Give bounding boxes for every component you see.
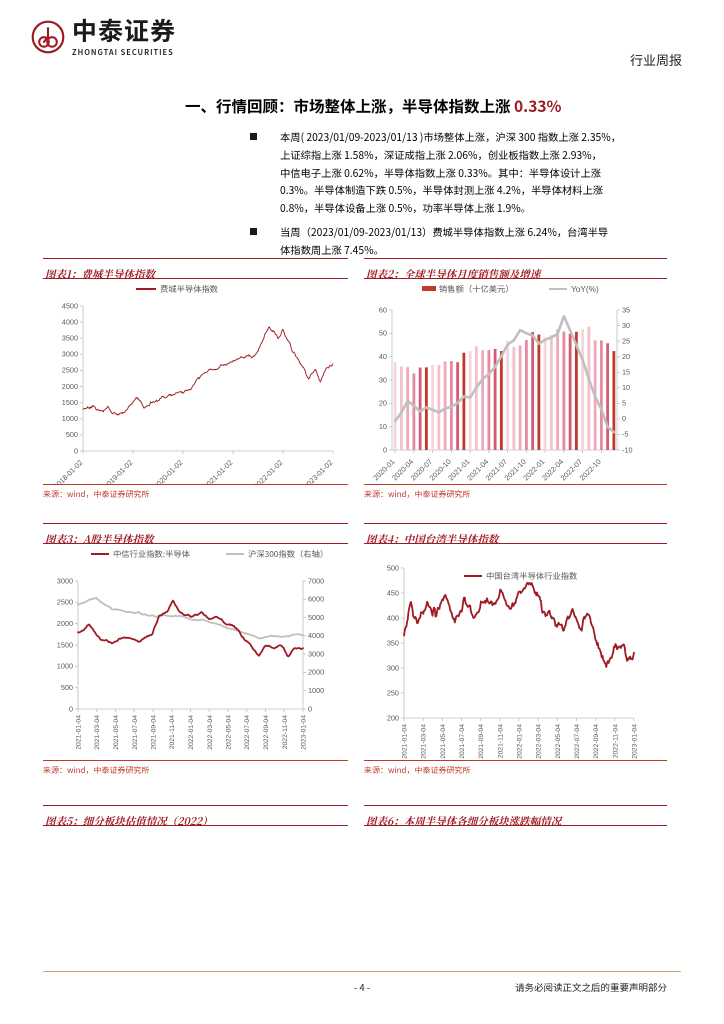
svg-text:20: 20 <box>622 352 630 361</box>
svg-text:费城半导体指数: 费城半导体指数 <box>160 283 219 295</box>
svg-text:2022-07-04: 2022-07-04 <box>244 715 251 750</box>
svg-text:3000: 3000 <box>62 350 78 359</box>
svg-text:6000: 6000 <box>308 595 324 604</box>
svg-text:1000: 1000 <box>57 662 73 671</box>
svg-text:30: 30 <box>622 321 630 330</box>
svg-text:300: 300 <box>387 663 399 672</box>
svg-text:中国台湾半导体行业指数: 中国台湾半导体行业指数 <box>486 570 578 582</box>
svg-text:2022-11-04: 2022-11-04 <box>282 715 289 749</box>
svg-text:2500: 2500 <box>57 598 73 607</box>
svg-text:25: 25 <box>622 336 630 345</box>
svg-text:2000: 2000 <box>308 668 324 677</box>
svg-text:4000: 4000 <box>62 317 78 326</box>
svg-text:2022-01-04: 2022-01-04 <box>517 724 524 759</box>
svg-text:2018-01-02: 2018-01-02 <box>52 458 85 484</box>
svg-text:-10: -10 <box>622 445 633 454</box>
svg-text:2022-03-04: 2022-03-04 <box>207 715 214 750</box>
svg-text:1000: 1000 <box>62 414 78 423</box>
svg-text:0: 0 <box>308 704 312 713</box>
svg-text:2021-01-02: 2021-01-02 <box>202 458 235 484</box>
svg-text:2023-01-02: 2023-01-02 <box>302 458 335 484</box>
svg-text:2021-07-04: 2021-07-04 <box>132 715 139 750</box>
svg-text:0: 0 <box>69 704 73 713</box>
svg-text:2000: 2000 <box>62 382 78 391</box>
svg-text:4500: 4500 <box>62 301 78 310</box>
svg-text:500: 500 <box>66 430 78 439</box>
svg-text:2021-11-04: 2021-11-04 <box>169 715 176 749</box>
svg-text:40: 40 <box>379 352 387 361</box>
svg-text:500: 500 <box>61 683 73 692</box>
svg-text:350: 350 <box>387 638 399 647</box>
svg-text:2022-09-04: 2022-09-04 <box>593 724 600 759</box>
svg-text:50: 50 <box>379 329 387 338</box>
svg-text:2500: 2500 <box>62 366 78 375</box>
svg-text:10: 10 <box>622 383 630 392</box>
svg-text:0: 0 <box>383 445 387 454</box>
svg-text:1500: 1500 <box>57 640 73 649</box>
svg-text:0: 0 <box>622 414 626 423</box>
svg-text:2021-01-04: 2021-01-04 <box>76 715 83 750</box>
svg-text:35: 35 <box>622 305 630 314</box>
svg-text:20: 20 <box>379 399 387 408</box>
svg-text:2000: 2000 <box>57 619 73 628</box>
svg-text:2021-09-04: 2021-09-04 <box>478 724 485 759</box>
svg-text:2021-03-04: 2021-03-04 <box>421 724 428 759</box>
svg-text:2022-11-04: 2022-11-04 <box>612 724 619 758</box>
svg-text:2021-11-04: 2021-11-04 <box>497 724 504 758</box>
svg-text:2022-09-04: 2022-09-04 <box>263 715 270 750</box>
svg-text:5000: 5000 <box>308 613 324 622</box>
svg-text:5: 5 <box>622 399 626 408</box>
svg-text:2022-01-04: 2022-01-04 <box>188 715 195 750</box>
svg-text:2023-01-04: 2023-01-04 <box>301 715 308 750</box>
svg-text:2022-03-04: 2022-03-04 <box>536 724 543 759</box>
svg-text:2021-05-04: 2021-05-04 <box>440 724 447 759</box>
svg-text:2022-01-02: 2022-01-02 <box>252 458 285 484</box>
svg-text:2021-01-04: 2021-01-04 <box>402 724 409 759</box>
svg-text:3000: 3000 <box>308 649 324 658</box>
svg-text:2021-09-04: 2021-09-04 <box>151 715 158 750</box>
svg-text:沪深300指数（右轴）: 沪深300指数（右轴） <box>248 548 328 560</box>
svg-text:2019-01-02: 2019-01-02 <box>102 458 135 484</box>
svg-text:0: 0 <box>74 446 78 455</box>
svg-text:2021-07-04: 2021-07-04 <box>459 724 466 759</box>
svg-text:中信行业指数:半导体: 中信行业指数:半导体 <box>113 548 191 560</box>
svg-text:7000: 7000 <box>308 576 324 585</box>
svg-text:3000: 3000 <box>57 576 73 585</box>
svg-text:400: 400 <box>387 613 399 622</box>
svg-text:2021-03-04: 2021-03-04 <box>94 715 101 750</box>
svg-text:1000: 1000 <box>308 686 324 695</box>
svg-text:1500: 1500 <box>62 398 78 407</box>
svg-text:销售额（十亿美元）: 销售额（十亿美元） <box>439 283 514 295</box>
svg-text:200: 200 <box>387 713 399 722</box>
svg-text:2020-01-02: 2020-01-02 <box>152 458 185 484</box>
svg-text:250: 250 <box>387 688 399 697</box>
svg-text:2023-01-04: 2023-01-04 <box>632 724 639 759</box>
svg-text:10: 10 <box>379 422 387 431</box>
svg-text:2022-07-04: 2022-07-04 <box>574 724 581 759</box>
svg-text:15: 15 <box>622 368 630 377</box>
svg-text:500: 500 <box>387 563 399 572</box>
svg-text:2022-05-04: 2022-05-04 <box>226 715 233 750</box>
svg-text:3500: 3500 <box>62 334 78 343</box>
svg-text:450: 450 <box>387 588 399 597</box>
svg-text:2022-05-04: 2022-05-04 <box>555 724 562 759</box>
svg-text:YoY(%): YoY(%) <box>571 284 599 294</box>
svg-text:30: 30 <box>379 375 387 384</box>
svg-text:-5: -5 <box>622 430 629 439</box>
svg-text:4000: 4000 <box>308 631 324 640</box>
svg-text:60: 60 <box>379 305 387 314</box>
svg-text:2021-05-04: 2021-05-04 <box>113 715 120 750</box>
